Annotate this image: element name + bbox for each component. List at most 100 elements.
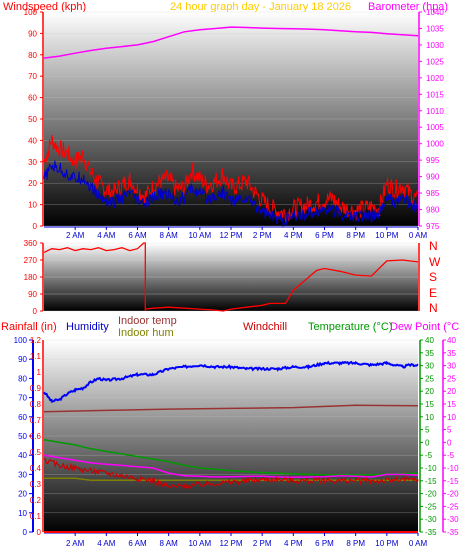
tick-label: 5 bbox=[447, 426, 452, 435]
tick-label: 6 PM bbox=[315, 231, 334, 240]
tick-label: -10 bbox=[425, 464, 437, 473]
tick-label: 5 bbox=[425, 426, 430, 435]
tick-label: 0 AM bbox=[409, 539, 428, 548]
tick-label: 10 bbox=[425, 413, 434, 422]
tick-label: 1010 bbox=[426, 107, 444, 116]
tick-label: 0 bbox=[33, 222, 38, 231]
tick-label: 10 PM bbox=[375, 539, 398, 548]
tick-label: 30 bbox=[28, 158, 37, 167]
tick-label: 30 bbox=[18, 470, 27, 479]
tick-label: 80 bbox=[18, 374, 27, 383]
tick-label: -10 bbox=[447, 464, 459, 473]
windchill-title: Windchill bbox=[243, 321, 288, 333]
tick-label: 0 bbox=[37, 528, 42, 537]
tick-label: -5 bbox=[425, 451, 433, 460]
tick-label: 90 bbox=[18, 355, 27, 364]
tick-label: -15 bbox=[447, 477, 459, 486]
tick-label: 70 bbox=[18, 394, 27, 403]
tick-label: 10 bbox=[28, 201, 37, 210]
tick-label: 0 bbox=[23, 528, 28, 537]
series-temperature-c bbox=[43, 439, 419, 476]
tick-label: 1030 bbox=[426, 41, 444, 50]
tick-label: 2 PM bbox=[253, 231, 272, 240]
tick-label: 0 AM bbox=[409, 231, 428, 240]
tick-label: 100 bbox=[14, 336, 28, 345]
tick-label: 1040 bbox=[426, 8, 444, 17]
tick-label: 20 bbox=[28, 179, 37, 188]
tick-label: 0 bbox=[33, 307, 38, 316]
tick-label: 10 bbox=[447, 413, 456, 422]
windspeed-axis-title: Windspeed (kph) bbox=[3, 1, 87, 13]
tick-label: 8 PM bbox=[346, 539, 365, 548]
tick-label: 975 bbox=[426, 222, 440, 231]
tick-label: 30 bbox=[447, 362, 456, 371]
tick-label: 0.8 bbox=[30, 400, 42, 409]
series-wind-direction bbox=[43, 242, 419, 312]
tick-label: -35 bbox=[447, 528, 459, 537]
tick-label: 2 PM bbox=[253, 539, 272, 548]
tick-label: 50 bbox=[28, 115, 37, 124]
tick-label: 990 bbox=[426, 173, 440, 182]
wind-baro-chart: 0102030405060708090100975980985990995100… bbox=[24, 8, 445, 240]
wind-direction-chart: 0 90 180 270 360 bbox=[24, 239, 420, 316]
tick-label: 0.2 bbox=[30, 496, 42, 505]
tick-label: 100 bbox=[24, 8, 38, 17]
tick-label: 25 bbox=[447, 374, 456, 383]
tick-label: 35 bbox=[447, 349, 456, 358]
tick-label: 40 bbox=[18, 451, 27, 460]
tick-label: 0.7 bbox=[30, 416, 42, 425]
tick-label: 60 bbox=[28, 94, 37, 103]
tick-label: 6 PM bbox=[315, 539, 334, 548]
tick-label: 2 AM bbox=[66, 539, 85, 548]
series-windchill bbox=[43, 457, 419, 490]
compass-label: N bbox=[429, 301, 438, 315]
tick-label: 1025 bbox=[426, 57, 444, 66]
tick-label: 1020 bbox=[426, 74, 444, 83]
compass-label: S bbox=[429, 270, 438, 284]
tick-label: -35 bbox=[425, 528, 437, 537]
tick-label: -15 bbox=[425, 477, 437, 486]
tick-label: 0.5 bbox=[30, 448, 42, 457]
tick-label: 0.3 bbox=[30, 480, 42, 489]
series-wind-avg bbox=[43, 160, 419, 228]
series-indoor-temp bbox=[43, 404, 419, 413]
tick-label: 12 PM bbox=[219, 539, 242, 548]
tick-label: 360 bbox=[24, 239, 38, 248]
tick-label: 2 AM bbox=[66, 231, 85, 240]
tick-label: 40 bbox=[28, 136, 37, 145]
tick-label: 6 AM bbox=[128, 231, 147, 240]
tick-label: 20 bbox=[447, 387, 456, 396]
tick-label: 0.9 bbox=[30, 384, 42, 393]
tick-label: 4 AM bbox=[97, 539, 116, 548]
tick-label: 1035 bbox=[426, 24, 444, 33]
tick-label: 90 bbox=[28, 29, 37, 38]
tick-label: -30 bbox=[447, 515, 459, 524]
tick-label: 20 bbox=[425, 387, 434, 396]
tick-label: 4 AM bbox=[97, 231, 116, 240]
tick-label: 20 bbox=[18, 490, 27, 499]
tick-label: 10 AM bbox=[188, 539, 211, 548]
tick-label: 6 AM bbox=[128, 539, 147, 548]
indoor-hum-title: Indoor hum bbox=[118, 327, 174, 339]
tick-label: 1015 bbox=[426, 90, 444, 99]
tick-label: 0.1 bbox=[30, 512, 42, 521]
tick-label: 985 bbox=[426, 189, 440, 198]
tick-label: 1 bbox=[37, 368, 42, 377]
series-humidity bbox=[43, 360, 419, 403]
tick-label: 10 bbox=[18, 509, 27, 518]
tick-label: 15 bbox=[425, 400, 434, 409]
tick-label: 0.4 bbox=[30, 464, 42, 473]
tick-label: 0 bbox=[447, 438, 452, 447]
compass-label: W bbox=[429, 255, 441, 269]
tick-label: 1.1 bbox=[30, 352, 42, 361]
tick-label: -25 bbox=[447, 502, 459, 511]
tick-label: -20 bbox=[447, 490, 459, 499]
tick-label: 40 bbox=[425, 336, 434, 345]
tick-label: -25 bbox=[425, 502, 437, 511]
tick-label: 8 PM bbox=[346, 231, 365, 240]
tick-label: 0.6 bbox=[30, 432, 42, 441]
tick-label: 270 bbox=[24, 256, 38, 265]
temperature-axis-title: Temperature (°C) bbox=[308, 321, 393, 333]
tick-label: 40 bbox=[447, 336, 456, 345]
